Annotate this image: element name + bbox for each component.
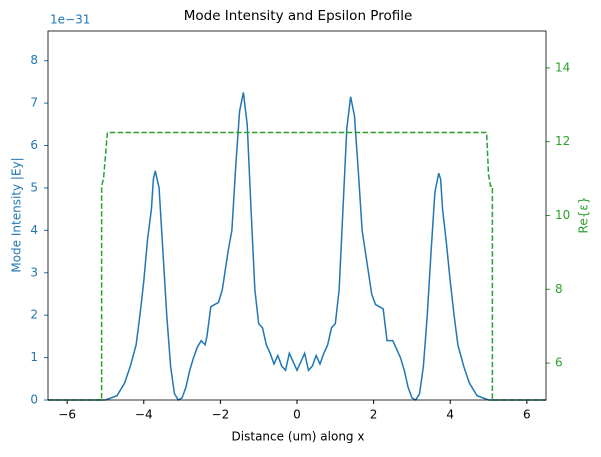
y-tick-label: 7 bbox=[30, 96, 38, 110]
x-tick-label: −2 bbox=[212, 408, 230, 422]
y2-tick-label: 14 bbox=[555, 60, 570, 74]
data-line bbox=[48, 131, 546, 401]
y-tick-label: 3 bbox=[30, 265, 38, 279]
x-tick-label: −4 bbox=[135, 408, 153, 422]
x-axis-label: Distance (um) along x bbox=[232, 430, 365, 444]
x-tick-label: 6 bbox=[523, 408, 531, 422]
y2-tick-label: 10 bbox=[555, 208, 570, 222]
y2-tick-label: 8 bbox=[555, 282, 563, 296]
y-axis-label: Mode Intensity |Ey| bbox=[10, 157, 24, 272]
y-tick-label: 1 bbox=[30, 350, 38, 364]
y-tick-label: 2 bbox=[30, 308, 38, 322]
y2-tick-label: 6 bbox=[555, 356, 563, 370]
y2-tick-label: 12 bbox=[555, 134, 570, 148]
x-tick-label: 2 bbox=[370, 408, 378, 422]
x-tick-label: −6 bbox=[58, 408, 76, 422]
y2-axis-label: Re{ε} bbox=[577, 197, 591, 234]
x-tick-label: 4 bbox=[446, 408, 454, 422]
y-tick-label: 0 bbox=[30, 393, 38, 407]
plot-frame bbox=[47, 30, 547, 401]
data-line bbox=[48, 92, 546, 402]
y-tick-label: 4 bbox=[30, 223, 38, 237]
y-offset-label: 1e−31 bbox=[50, 13, 90, 27]
chart-title: Mode Intensity and Epsilon Profile bbox=[184, 8, 413, 24]
x-tick-label: 0 bbox=[293, 408, 301, 422]
y-tick-label: 8 bbox=[30, 53, 38, 67]
y-tick-label: 5 bbox=[30, 180, 38, 194]
y-tick-label: 6 bbox=[30, 138, 38, 152]
